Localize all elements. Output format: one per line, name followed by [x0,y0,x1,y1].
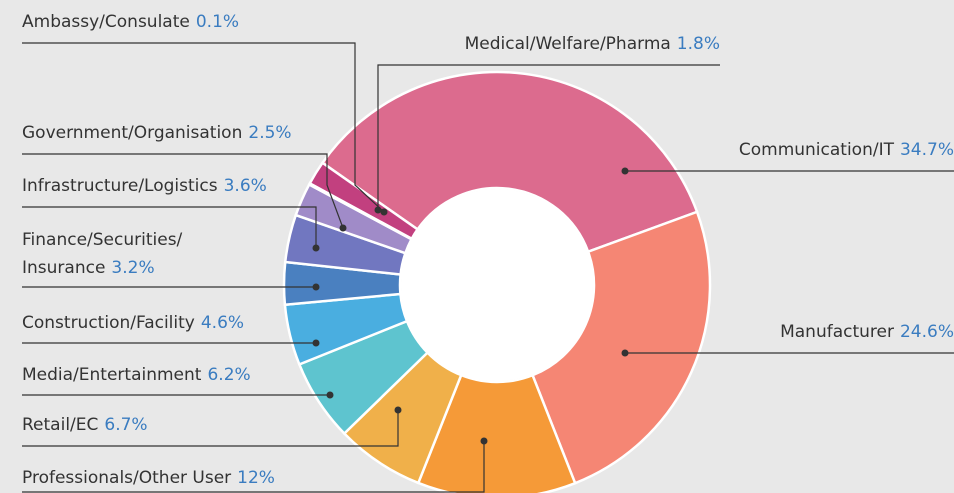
leader-dot [380,208,388,216]
leader-line [22,441,485,493]
segment-label: Retail/EC 6.7% [22,411,322,439]
category-name: Manufacturer [780,322,894,342]
leader-line [22,153,344,229]
value-label: 12% [237,468,275,488]
leader-dot [621,167,629,175]
category-name: Retail/EC [22,415,99,435]
category-name: Professionals/Other User [22,468,232,488]
category-name: Construction/Facility [22,313,195,333]
leader-line [22,206,317,248]
value-label: 0.1% [195,12,240,32]
donut-segment [308,161,420,241]
category-name: Media/Entertainment [22,365,202,385]
segment-label: Professionals/Other User 12% [22,464,442,492]
segment-label: Infrastructure/Logistics 3.6% [22,172,342,200]
donut-segment [416,373,577,493]
leader-line [377,64,720,210]
donut-segment [530,210,712,485]
segment-label: Construction/Facility 4.6% [22,309,322,337]
category-name: Infrastructure/Logistics [22,176,218,196]
leader-line [22,410,399,447]
leader-dot [374,206,382,214]
value-label: 3.2% [111,258,155,278]
leader-dot [326,391,334,399]
segment-label: Finance/Securities/ Insurance 3.2% [22,226,222,282]
value-label: 6.7% [104,415,148,435]
segment-label: Media/Entertainment 6.2% [22,361,322,389]
value-label: 6.2% [207,365,251,385]
leader-dot [480,437,488,445]
value-label: 34.7% [899,140,954,160]
donut-hole [401,189,593,381]
leader-dot [312,339,320,347]
value-label: 4.6% [200,313,245,333]
leader-dot [339,224,347,232]
leader-dot [621,349,629,357]
category-name: Ambassy/Consulate [22,12,190,32]
leader-dot [312,283,320,291]
leader-dot [312,244,320,252]
value-label: 3.6% [223,176,267,196]
value-label: 2.5% [248,123,292,143]
category-name: Government/Organisation [22,123,243,143]
segment-label: Medical/Welfare/Pharma 1.8% [360,30,720,58]
segment-label: Manufacturer 24.6% [654,318,954,346]
segment-label: Government/Organisation 2.5% [22,119,362,147]
category-name: Finance/Securities/ Insurance [22,230,183,278]
category-name: Medical/Welfare/Pharma [464,34,671,54]
donut-segment [320,70,699,254]
leader-dot [394,406,402,414]
leader-line [22,42,385,213]
value-label: 1.8% [676,34,720,54]
segment-label: Communication/IT 34.7% [654,136,954,164]
value-label: 24.6% [899,322,954,342]
segment-label: Ambassy/Consulate 0.1% [22,8,362,36]
category-name: Communication/IT [738,140,894,160]
